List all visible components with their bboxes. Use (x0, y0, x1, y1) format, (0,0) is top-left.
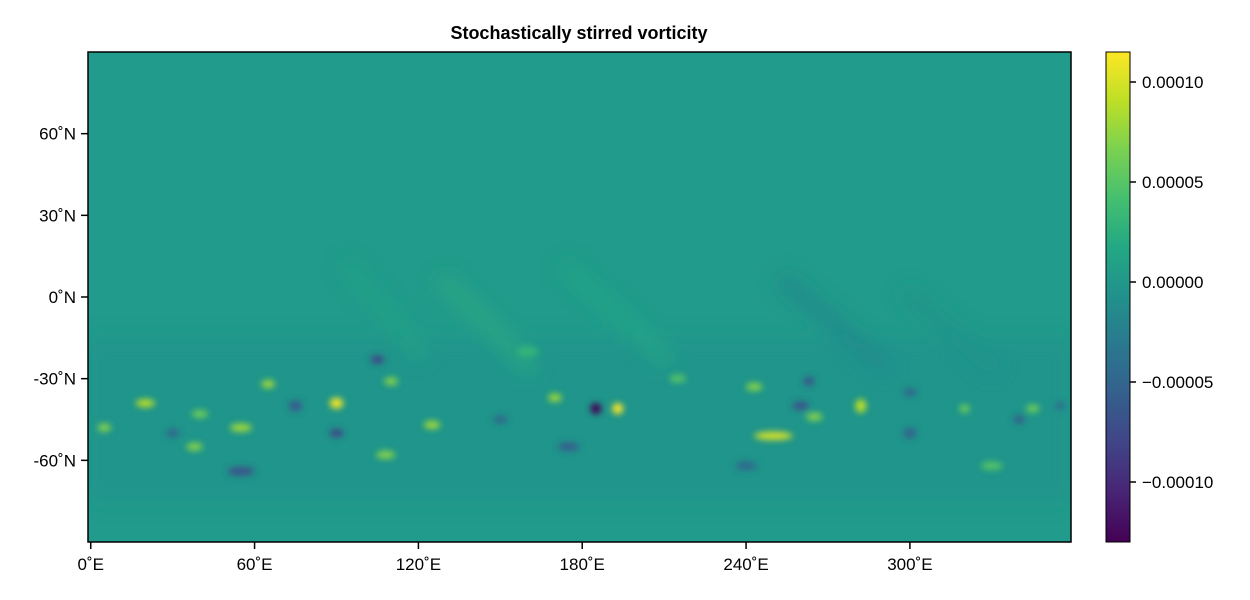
vorticity-feature (261, 380, 276, 389)
colorbar: 0.00010 0.00005 0.00000 −0.00005 −0.00010 (1105, 51, 1213, 543)
vorticity-feature (423, 420, 441, 430)
vorticity-feature (1025, 404, 1040, 413)
x-tick-label: 120˚E (396, 555, 441, 574)
vorticity-feature (806, 412, 823, 421)
vorticity-feature (370, 355, 385, 364)
y-tick-label: -30˚N (33, 370, 76, 389)
vorticity-feature (288, 400, 303, 412)
colorbar-gradient (1105, 51, 1131, 543)
vorticity-feature (1054, 401, 1066, 410)
vorticity-streak (341, 260, 428, 361)
x-tick-label: 0˚E (77, 555, 103, 574)
vorticity-streak (436, 274, 537, 375)
y-tick-label: 60˚N (39, 125, 76, 144)
colorbar-tick-label: 0.00005 (1142, 173, 1203, 192)
vorticity-feature (165, 429, 180, 438)
vorticity-feature (191, 409, 209, 419)
vorticity-feature (135, 399, 155, 408)
vorticity-feature (557, 442, 580, 451)
vorticity-feature (792, 401, 809, 410)
vorticity-feature (516, 346, 539, 357)
y-tick-label: 30˚N (39, 206, 76, 225)
vorticity-streak (778, 274, 892, 375)
vorticity-feature (903, 388, 917, 397)
vorticity-feature (959, 404, 970, 413)
vorticity-feature (493, 415, 508, 424)
vorticity-feature (669, 374, 686, 383)
chart-title: Stochastically stirred vorticity (450, 23, 707, 43)
colorbar-tick-label: 0.00010 (1142, 73, 1203, 92)
x-tick-label: 60˚E (237, 555, 273, 574)
vorticity-streak (559, 260, 674, 366)
vorticity-feature (1013, 415, 1025, 424)
vorticity-feature (376, 450, 396, 459)
plot-area (88, 52, 1071, 542)
y-tick-label: -60˚N (33, 451, 76, 470)
vorticity-feature (227, 467, 255, 476)
colorbar-tick-label: −0.00010 (1142, 473, 1213, 492)
vorticity-feature (97, 423, 112, 432)
y-tick-label: 0˚N (49, 288, 76, 307)
vorticity-feature (980, 461, 1003, 470)
heatmap-streaks (88, 260, 1071, 502)
vorticity-feature (754, 431, 793, 440)
colorbar-ticks: 0.00010 0.00005 0.00000 −0.00005 −0.00010 (1130, 73, 1213, 492)
vorticity-streak (900, 288, 1001, 375)
vorticity-feature (384, 377, 398, 386)
vorticity-feature (735, 461, 757, 470)
colorbar-tick-label: 0.00000 (1142, 273, 1203, 292)
storm-track-band (88, 337, 1071, 502)
vorticity-feature (329, 429, 344, 438)
x-tick-label: 180˚E (560, 555, 605, 574)
vorticity-feature (548, 393, 562, 402)
vorticity-feature (186, 442, 203, 451)
x-tick-label: 240˚E (723, 555, 768, 574)
y-axis: 60˚N 30˚N 0˚N -30˚N -60˚N (33, 125, 88, 470)
vorticity-feature (590, 403, 602, 415)
vorticity-feature (329, 397, 344, 409)
heatmap-features (97, 346, 1066, 476)
vorticity-feature (746, 382, 763, 391)
x-tick-label: 300˚E (887, 555, 932, 574)
vorticity-feature (612, 403, 624, 415)
vorticity-feature (803, 377, 815, 386)
x-axis: 0˚E 60˚E 120˚E 180˚E 240˚E 300˚E (77, 542, 933, 574)
vorticity-feature (903, 427, 917, 439)
colorbar-tick-label: −0.00005 (1142, 373, 1213, 392)
vorticity-feature (855, 399, 867, 413)
vorticity-feature (229, 423, 252, 432)
